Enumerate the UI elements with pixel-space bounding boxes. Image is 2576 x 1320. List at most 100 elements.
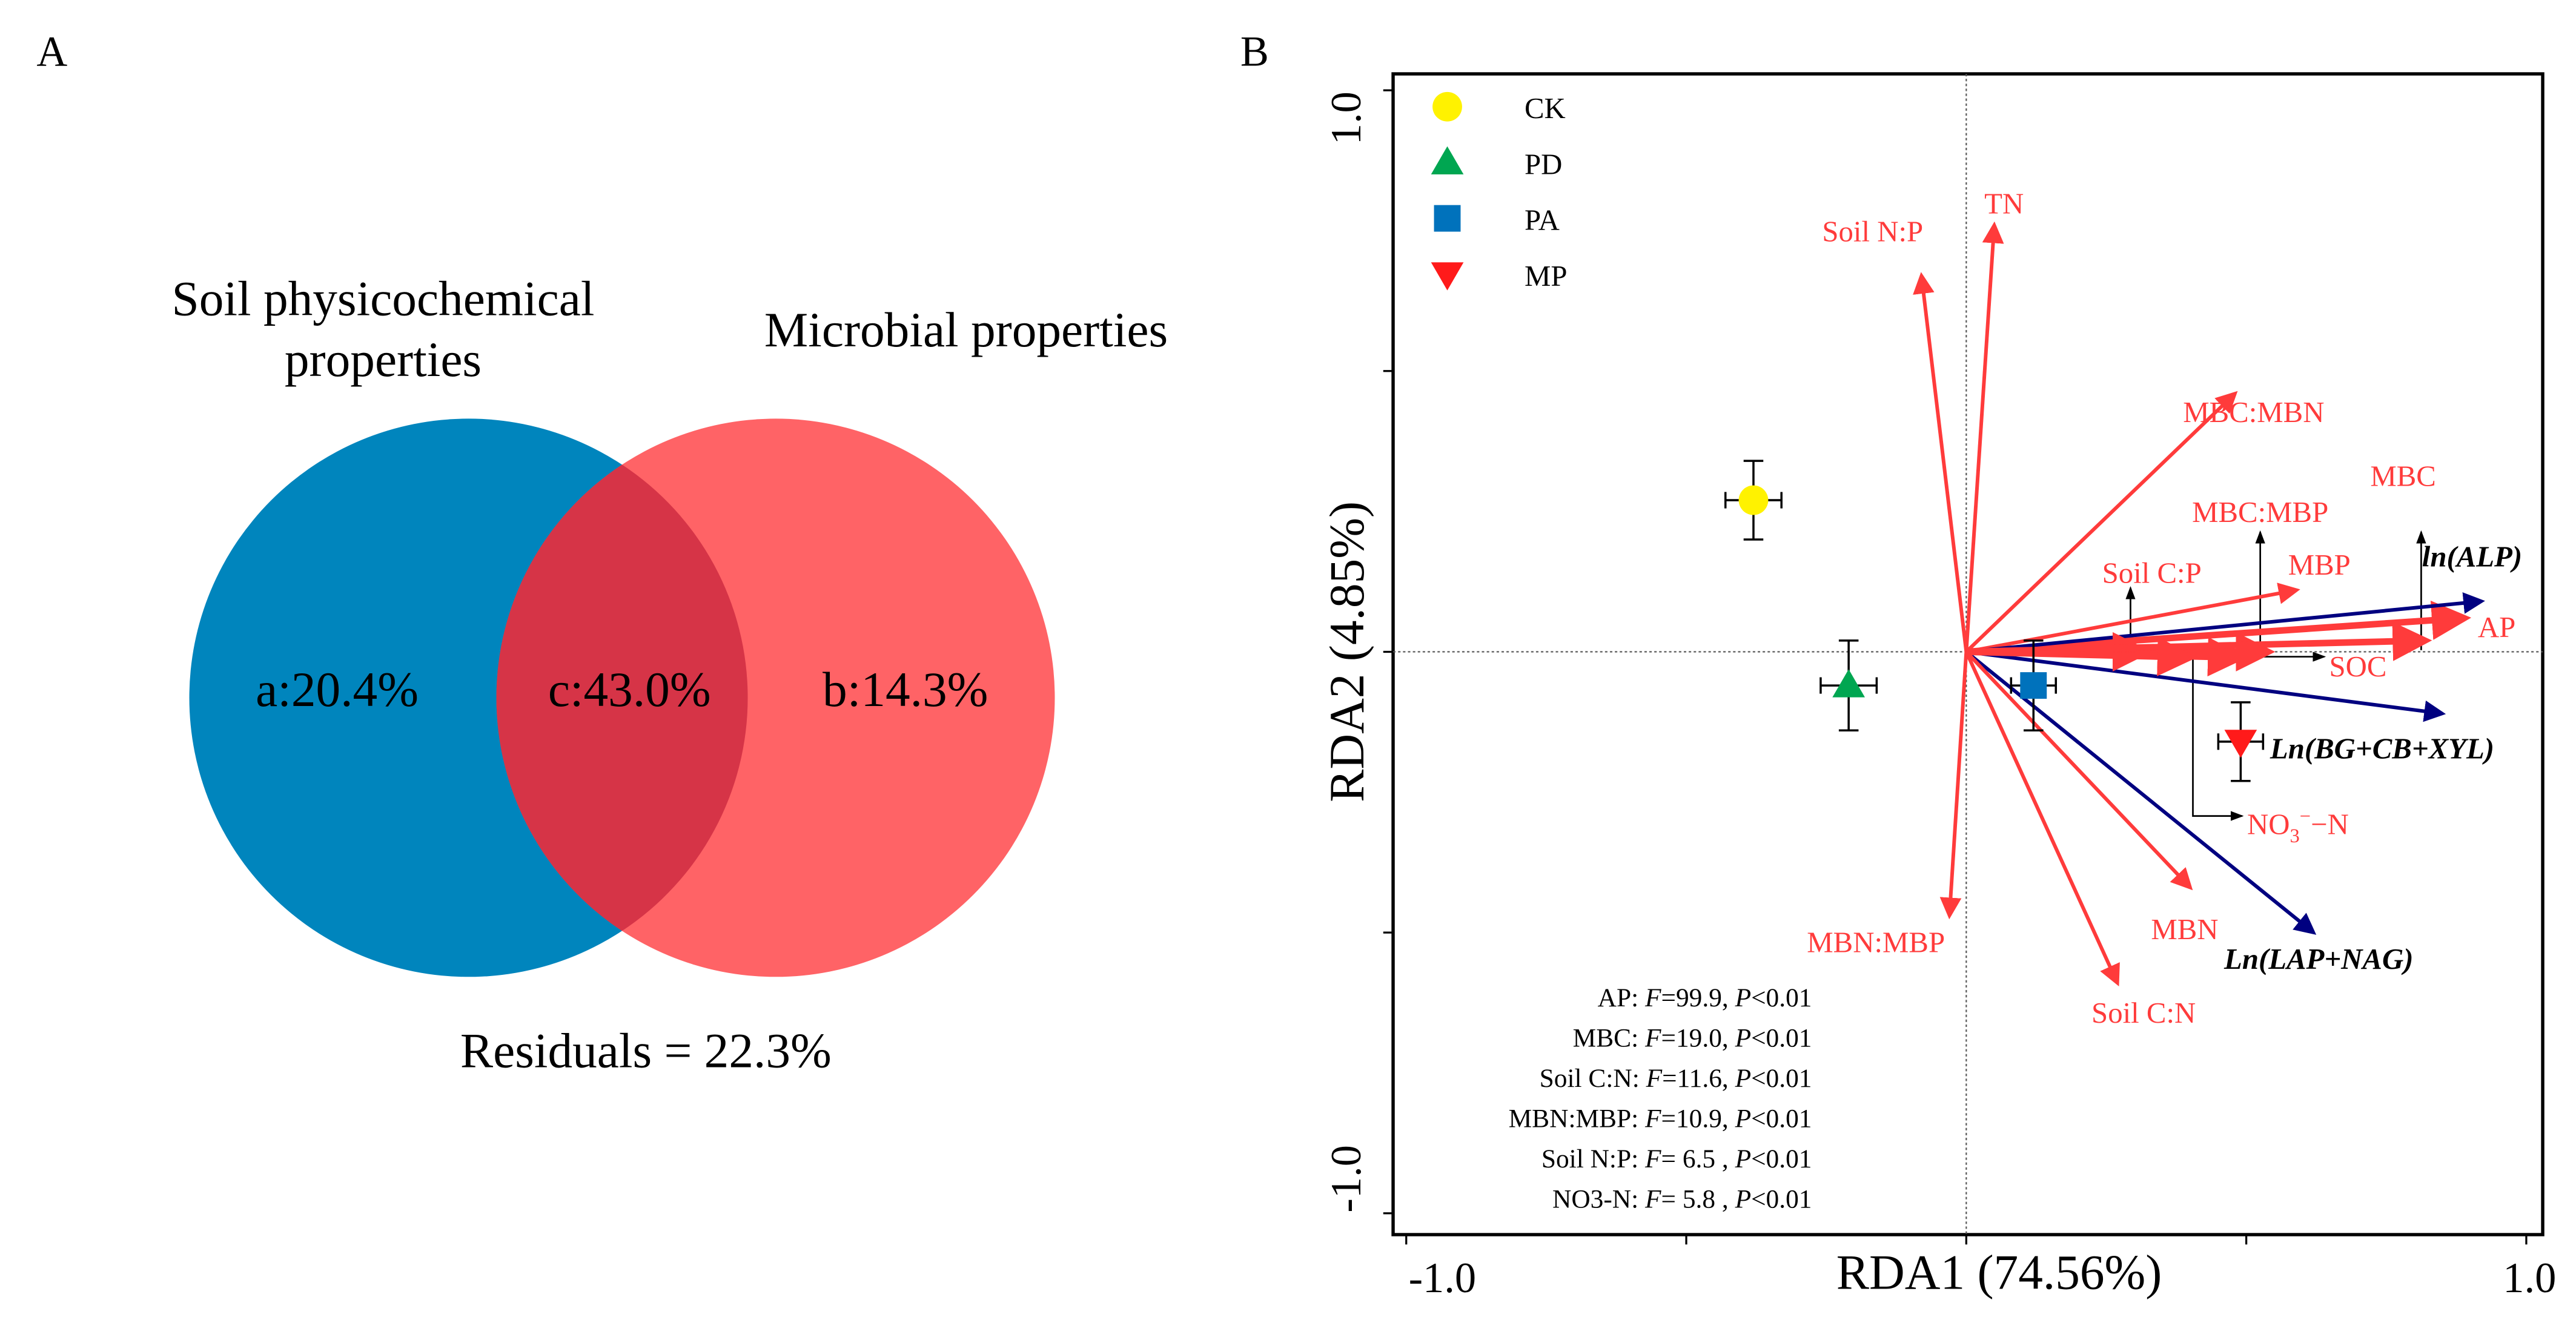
point-mp (2217, 701, 2265, 782)
stat-part: = 5.8 , (1661, 1184, 1735, 1213)
rda-panel: B RDA1 (74.56%) RDA2 (4.85%) -1.0 1.0 1.… (1240, 28, 2557, 1301)
stat-part: F (1646, 1064, 1663, 1093)
stat-part: P (1735, 983, 1752, 1012)
no3-projection (2192, 656, 2244, 821)
stat-part: <0.01 (1751, 1064, 1812, 1093)
stat-part: F (1644, 1104, 1661, 1133)
venn-panel: A Soil physicochemical properties Microb… (36, 28, 1168, 1078)
stat-row: MBN:MBP: F=10.9, P<0.01 (1509, 1104, 1812, 1133)
stat-part: <0.01 (1751, 1144, 1812, 1173)
label-soil-cn: Soil C:N (2091, 997, 2196, 1029)
legend-marker-pd (1431, 146, 1464, 174)
label-mbn-mbp: MBN:MBP (1807, 926, 1945, 959)
vector-mbn (1965, 650, 2193, 891)
legend-marker-pa (1434, 205, 1461, 232)
vector-soil-n-p (1913, 272, 1968, 652)
vector-tn (1964, 221, 2004, 652)
marker-mp (2224, 730, 2257, 758)
set-label-microbial: Microbial properties (764, 303, 1168, 357)
vectors (1913, 221, 2485, 986)
stat-part: P (1735, 1184, 1752, 1213)
stat-part: <0.01 (1751, 983, 1812, 1012)
x-axis-label: RDA1 (74.56%) (1836, 1245, 2162, 1299)
stat-part: <0.01 (1751, 1024, 1812, 1053)
x-tick-label-min: -1.0 (1409, 1255, 1477, 1302)
label-no3-sub: 3 (2290, 825, 2299, 847)
point-pd (1819, 639, 1878, 732)
stat-row: AP: F=99.9, P<0.01 (1598, 983, 1812, 1012)
stat-part: P (1735, 1064, 1752, 1093)
stat-row: MBC: F=19.0, P<0.01 (1573, 1024, 1812, 1053)
vector-mbn-mbp (1939, 652, 1968, 920)
marker-ck (1738, 485, 1769, 515)
legend-label-pa: PA (1525, 204, 1560, 237)
stat-part: =19.0, (1661, 1024, 1735, 1053)
stat-row: Soil C:N: F=11.6, P<0.01 (1540, 1064, 1812, 1093)
stat-part: NO3-N: (1552, 1184, 1645, 1213)
overlap-label: c:43.0% (548, 662, 711, 717)
y-tick-label-min: -1.0 (1323, 1145, 1370, 1213)
points (1724, 460, 2265, 782)
stat-part: =99.9, (1661, 983, 1735, 1012)
legend: CK PD PA MP (1431, 91, 1568, 292)
label-mbn: MBN (2151, 913, 2218, 946)
vector-ln-bg-cb-xyl- (1965, 650, 2446, 722)
vector-labels: Soil N:P TN MBC:MBN MBC MBC:MBP Soil C:P… (1807, 187, 2515, 1029)
point-pa (2010, 639, 2058, 732)
legend-marker-ck (1432, 91, 1462, 122)
vector-soil-c-n (1964, 651, 2120, 986)
label-no3-sup: − (2300, 805, 2311, 827)
stat-part: F (1644, 983, 1661, 1012)
marker-pa (2020, 672, 2047, 699)
stat-part: =10.9, (1661, 1104, 1735, 1133)
stat-part: Soil N:P: (1541, 1144, 1645, 1173)
residuals-label: Residuals = 22.3% (460, 1023, 832, 1078)
stat-row: NO3-N: F= 5.8 , P<0.01 (1552, 1184, 1812, 1213)
label-mbp: MBP (2288, 549, 2351, 581)
legend-marker-mp (1431, 262, 1464, 291)
enzyme-labels: ln(ALP) Ln(BG+CB+XYL) Ln(LAP+NAG) (2223, 540, 2522, 975)
legend-label-mp: MP (1525, 260, 1568, 292)
label-mbc-mbp: MBC:MBP (2192, 496, 2328, 529)
x-tick-label-max: 1.0 (2503, 1255, 2556, 1302)
panel-label-a: A (36, 28, 67, 75)
label-ln-alp: ln(ALP) (2422, 540, 2522, 573)
vector-ln-lap-nag- (1965, 650, 2317, 935)
set-label-soil-line2: properties (285, 332, 482, 387)
point-ck (1724, 460, 1783, 541)
stat-part: =11.6, (1662, 1064, 1735, 1093)
stat-part: Soil C:N: (1540, 1064, 1646, 1093)
vector-ap (1965, 600, 2472, 655)
stat-part: <0.01 (1751, 1104, 1812, 1133)
marker-pd (1832, 669, 1866, 698)
plot-frame (1391, 72, 2545, 1236)
stat-part: P (1735, 1024, 1752, 1053)
stat-part: = 6.5 , (1661, 1144, 1735, 1173)
vector-mbp (1965, 582, 2300, 654)
label-soil-cp: Soil C:P (2102, 557, 2202, 590)
y-axis-label: RDA2 (4.85%) (1320, 501, 1374, 802)
y-tick-label-max: 1.0 (1323, 91, 1370, 145)
label-mbc: MBC (2370, 460, 2435, 493)
stat-part: AP: (1598, 983, 1645, 1012)
label-no3-base: NO (2247, 808, 2290, 840)
vector-mbc-mbn (1965, 391, 2238, 653)
label-mbc-mbn: MBC:MBN (2183, 396, 2324, 429)
stat-part: MBN:MBP: (1509, 1104, 1645, 1133)
panel-label-b: B (1240, 28, 1269, 75)
label-tn: TN (1984, 187, 2024, 220)
vector-no3-n (1966, 636, 2197, 676)
stat-part: P (1735, 1144, 1752, 1173)
stat-part: F (1644, 1184, 1661, 1213)
vector-ln-alp- (1966, 592, 2485, 654)
label-ln-lap-nag: Ln(LAP+NAG) (2223, 943, 2413, 975)
stat-row: Soil N:P: F= 6.5 , P<0.01 (1541, 1144, 1812, 1173)
stat-part: MBC: (1573, 1024, 1645, 1053)
unique-microbial-label: b:14.3% (823, 662, 988, 717)
label-soil-np: Soil N:P (1822, 216, 1923, 248)
label-ln-bg-cb-xyl: Ln(BG+CB+XYL) (2270, 733, 2494, 765)
label-soc: SOC (2329, 650, 2387, 683)
legend-label-ck: CK (1525, 92, 1566, 125)
